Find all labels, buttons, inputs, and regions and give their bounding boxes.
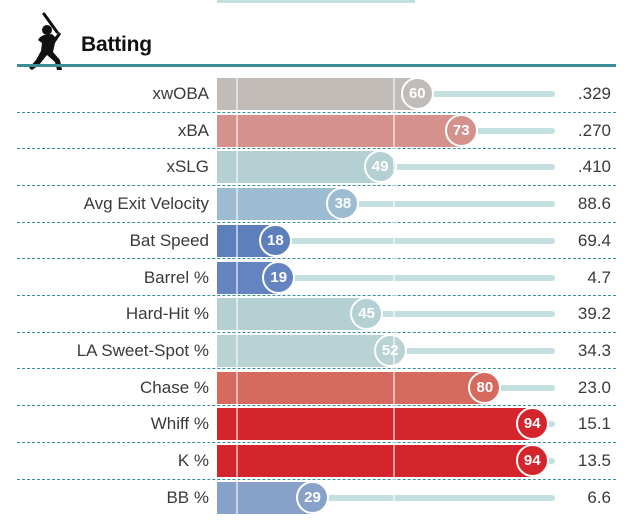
- metric-value: 6.6: [587, 487, 611, 507]
- percentile-track: 94: [217, 407, 555, 441]
- metric-value: .270: [577, 120, 611, 140]
- row-divider: [17, 441, 616, 443]
- row-divider: [17, 148, 616, 150]
- metric-value: .329: [577, 84, 611, 103]
- percentile-track: 49: [217, 150, 555, 184]
- track-line: [369, 311, 555, 318]
- metric-row: LA Sweet-Spot % 52 34.3: [0, 333, 628, 367]
- percentile-circle: 45: [350, 297, 384, 331]
- track-line: [281, 274, 555, 281]
- percentile-circle: 38: [326, 187, 360, 221]
- batter-icon: [29, 12, 62, 70]
- metric-value: 69.4: [577, 230, 611, 250]
- metric-label: Whiff %: [150, 414, 209, 434]
- row-divider: [17, 221, 616, 223]
- metric-row: Chase % 80 23.0: [0, 370, 628, 404]
- top-track-line: [217, 0, 415, 3]
- row-divider: [17, 295, 616, 296]
- track-line: [345, 201, 555, 208]
- track-line: [277, 237, 555, 244]
- metric-value: 88.6: [577, 194, 611, 214]
- track-line: [419, 91, 555, 97]
- row-divider: [17, 111, 616, 113]
- section-header: Batting: [0, 0, 628, 70]
- percentile-bar: [217, 371, 488, 404]
- header-rule: [17, 64, 616, 67]
- metric-value: 39.2: [577, 304, 611, 324]
- track-line: [315, 494, 555, 501]
- percentile-bar: [217, 334, 393, 367]
- metric-value: 23.0: [577, 377, 611, 397]
- track-line: [487, 384, 555, 391]
- reference-line-left: [236, 78, 238, 518]
- percentile-circle: 94: [515, 407, 549, 441]
- metric-row: xwOBA 60 .329: [0, 77, 628, 110]
- row-divider: [17, 258, 616, 260]
- metric-row: K % 94 13.5: [0, 444, 628, 477]
- percentile-circle: 18: [258, 223, 292, 257]
- track-line: [463, 127, 555, 134]
- section-title: Batting: [81, 33, 152, 56]
- metric-row: Avg Exit Velocity 38 88.6: [0, 187, 628, 221]
- percentile-track: 73: [217, 113, 555, 147]
- percentile-track: 52: [217, 333, 555, 367]
- percentile-track: 45: [217, 297, 555, 331]
- metric-value: .410: [577, 157, 611, 177]
- percentile-circle: 60: [400, 77, 434, 110]
- metric-label: xBA: [177, 120, 209, 140]
- track-line: [392, 347, 555, 354]
- metric-value: 4.7: [587, 267, 611, 287]
- percentile-circle: 94: [515, 444, 549, 477]
- percentile-track: 38: [217, 187, 555, 221]
- metric-row: Bat Speed 18 69.4: [0, 223, 628, 257]
- percentile-track: 60: [217, 77, 555, 110]
- percentile-bar: [217, 151, 383, 184]
- percentile-track: 18: [217, 223, 555, 257]
- percentile-bar: [217, 298, 370, 331]
- percentile-circle: 73: [444, 113, 478, 147]
- row-divider: [17, 184, 616, 186]
- metric-row: Hard-Hit % 45 39.2: [0, 297, 628, 331]
- metric-row: xSLG 49 .410: [0, 150, 628, 184]
- track-line: [382, 164, 555, 171]
- percentile-circle: 29: [296, 480, 330, 514]
- row-divider: [17, 405, 616, 407]
- metric-value: 13.5: [577, 451, 611, 470]
- metric-label: xwOBA: [152, 84, 209, 103]
- percentile-circle: 52: [373, 333, 407, 367]
- percentile-bar: [217, 78, 420, 110]
- metric-row: BB % 29 6.6: [0, 480, 628, 514]
- row-divider: [17, 331, 616, 333]
- metric-label: Chase %: [140, 377, 209, 397]
- metric-label: xSLG: [166, 157, 209, 177]
- percentile-circle: 19: [262, 260, 296, 294]
- metric-label: Hard-Hit %: [125, 304, 209, 324]
- metric-label: Avg Exit Velocity: [83, 194, 209, 214]
- percentile-track: 19: [217, 260, 555, 294]
- row-divider: [17, 478, 616, 480]
- metric-label: LA Sweet-Spot %: [76, 340, 209, 360]
- percentile-circle: 80: [468, 370, 502, 404]
- metric-label: BB %: [166, 487, 209, 507]
- reference-line-mid: [393, 78, 395, 518]
- percentile-track: 29: [217, 480, 555, 514]
- metric-value: 34.3: [577, 340, 611, 360]
- metric-label: K %: [177, 451, 209, 470]
- metric-label: Bat Speed: [129, 230, 209, 250]
- percentile-bar: [217, 408, 535, 441]
- row-divider: [17, 368, 616, 370]
- metric-label: Barrel %: [143, 267, 209, 287]
- metric-value: 15.1: [577, 414, 611, 434]
- percentile-bar: [217, 114, 464, 147]
- metric-row: Barrel % 19 4.7: [0, 260, 628, 294]
- percentile-circle: 49: [363, 150, 397, 184]
- percentile-bar: [217, 188, 346, 221]
- metric-row: Whiff % 94 15.1: [0, 407, 628, 441]
- percentile-track: 94: [217, 444, 555, 477]
- metric-row: xBA 73 .270: [0, 113, 628, 147]
- percentile-bar: [217, 445, 535, 477]
- percentile-track: 80: [217, 370, 555, 404]
